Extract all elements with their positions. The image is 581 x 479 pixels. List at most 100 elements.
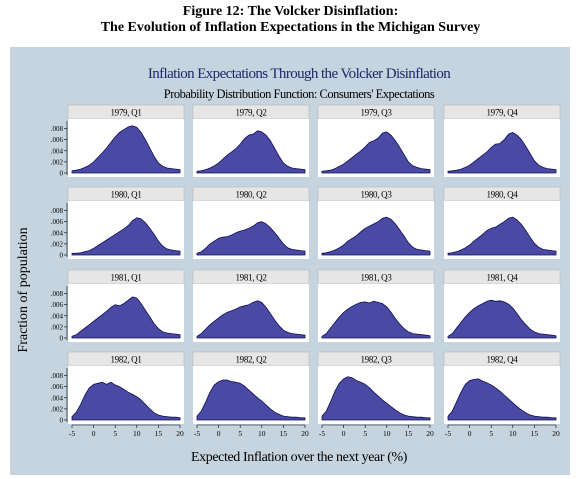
chart-subtitle: Probability Distribution Function: Consu… xyxy=(164,87,435,101)
subplot: 1981, Q1 0 .002 .004 .006 .008 xyxy=(51,269,185,343)
x-tick-label: 0 xyxy=(217,429,221,438)
y-tick-label: .002 xyxy=(51,158,64,166)
x-tick-label: 20 xyxy=(301,429,309,438)
chart-title: Inflation Expectations Through the Volck… xyxy=(148,66,451,82)
y-tick-label: 0 xyxy=(60,335,64,343)
x-tick-label: 0 xyxy=(92,429,96,438)
x-tick-label: 0 xyxy=(342,429,346,438)
x-tick-label: 10 xyxy=(383,429,391,438)
subplots-group: 1979, Q1 0 .002 .004 .006 .008 1979, Q2 1979, Q… xyxy=(51,104,561,438)
x-tick-label: 20 xyxy=(426,429,434,438)
subplot-title: 1981, Q4 xyxy=(486,273,518,283)
series-area xyxy=(321,300,431,339)
x-tick-label: -5 xyxy=(194,429,200,438)
x-axis-label: Expected Inflation over the next year (%… xyxy=(191,450,408,465)
series-area xyxy=(447,378,557,421)
series-area xyxy=(447,216,557,256)
subplot: 1982, Q4 -5 0 5 10 15 20 xyxy=(443,351,561,438)
y-tick-label: .008 xyxy=(51,372,64,380)
subplot-title: 1980, Q4 xyxy=(486,190,518,200)
y-axis-label: Fraction of population xyxy=(16,227,31,352)
x-tick-label: 5 xyxy=(363,429,367,438)
subplot-title: 1981, Q3 xyxy=(360,273,392,283)
series-area xyxy=(321,216,431,256)
subplot: 1980, Q3 xyxy=(317,186,435,259)
subplot: 1980, Q4 xyxy=(443,186,561,259)
x-tick-label: 10 xyxy=(509,429,517,438)
y-tick-label: 0 xyxy=(60,417,64,425)
subplot: 1979, Q2 xyxy=(192,104,310,177)
series-area xyxy=(71,217,181,256)
series-area xyxy=(71,296,181,339)
x-tick-label: -5 xyxy=(445,429,451,438)
figure-title-line-2: The Evolution of Inflation Expectations … xyxy=(100,20,481,35)
y-tick-label: .006 xyxy=(51,301,64,309)
series-area xyxy=(321,376,431,421)
x-tick-label: 10 xyxy=(133,429,141,438)
series-area xyxy=(196,130,306,174)
x-tick-label: 20 xyxy=(176,429,184,438)
subplot: 1980, Q2 xyxy=(192,186,310,259)
series-area xyxy=(447,299,557,339)
x-tick-label: 20 xyxy=(552,429,560,438)
y-tick-label: .006 xyxy=(51,383,64,391)
subplot-title: 1982, Q2 xyxy=(235,355,266,365)
x-tick-label: -5 xyxy=(69,429,75,438)
series-area xyxy=(71,125,181,174)
subplot-title: 1979, Q2 xyxy=(235,108,266,118)
subplot: 1979, Q3 xyxy=(317,104,435,177)
y-tick-label: .004 xyxy=(51,312,64,320)
series-area xyxy=(196,300,306,339)
figure-title-line-1: Figure 12: The Volcker Disinflation: xyxy=(182,4,399,19)
x-tick-label: 10 xyxy=(258,429,266,438)
subplot-title: 1980, Q1 xyxy=(110,190,141,200)
subplot-title: 1982, Q1 xyxy=(110,355,141,365)
y-tick-label: .004 xyxy=(51,229,64,237)
x-tick-label: 15 xyxy=(531,429,539,438)
subplot-title: 1981, Q2 xyxy=(235,273,266,283)
x-tick-label: 15 xyxy=(155,429,163,438)
series-area xyxy=(71,381,181,421)
subplot-title: 1982, Q3 xyxy=(360,355,392,365)
subplot: 1981, Q3 xyxy=(317,269,435,342)
series-area xyxy=(321,131,431,174)
subplot-title: 1979, Q1 xyxy=(110,108,141,118)
x-tick-label: 5 xyxy=(113,429,117,438)
series-area xyxy=(196,379,306,421)
subplot: 1982, Q3 -5 0 5 10 15 20 xyxy=(317,351,435,438)
subplot-title: 1979, Q3 xyxy=(360,108,392,118)
subplot: 1979, Q4 xyxy=(443,104,561,177)
y-tick-label: .002 xyxy=(51,405,64,413)
x-tick-label: 5 xyxy=(489,429,493,438)
subplot: 1981, Q4 xyxy=(443,269,561,342)
x-tick-label: 15 xyxy=(280,429,288,438)
small-multiples-chart: Inflation Expectations Through the Volck… xyxy=(16,66,561,465)
subplot: 1981, Q2 xyxy=(192,269,310,342)
y-tick-label: .004 xyxy=(51,394,64,402)
series-area xyxy=(196,221,306,256)
y-tick-label: .006 xyxy=(51,136,64,144)
y-tick-label: .002 xyxy=(51,323,64,331)
subplot-title: 1979, Q4 xyxy=(486,108,518,118)
subplot-title: 1982, Q4 xyxy=(486,355,518,365)
y-tick-label: .008 xyxy=(51,125,64,133)
y-tick-label: .004 xyxy=(51,147,64,155)
y-tick-label: .008 xyxy=(51,290,64,298)
subplot: 1980, Q1 0 .002 .004 .006 .008 xyxy=(51,186,185,260)
y-tick-label: 0 xyxy=(60,170,64,178)
x-tick-label: 15 xyxy=(405,429,413,438)
y-tick-label: .002 xyxy=(51,240,64,248)
x-tick-label: -5 xyxy=(319,429,325,438)
y-tick-label: 0 xyxy=(60,252,64,260)
subplot: 1982, Q2 -5 0 5 10 15 20 xyxy=(192,351,310,438)
subplot: 1982, Q1 0 .002 .004 .006 .008 -5 0 5 10 15 20 xyxy=(51,351,185,438)
subplot-title: 1980, Q3 xyxy=(360,190,392,200)
subplot: 1979, Q1 0 .002 .004 .006 .008 xyxy=(51,104,185,178)
series-area xyxy=(447,132,557,174)
x-tick-label: 5 xyxy=(238,429,242,438)
y-tick-label: .008 xyxy=(51,207,64,215)
subplot-title: 1980, Q2 xyxy=(235,190,266,200)
subplot-title: 1981, Q1 xyxy=(110,273,141,283)
y-tick-label: .006 xyxy=(51,218,64,226)
x-tick-label: 0 xyxy=(468,429,472,438)
